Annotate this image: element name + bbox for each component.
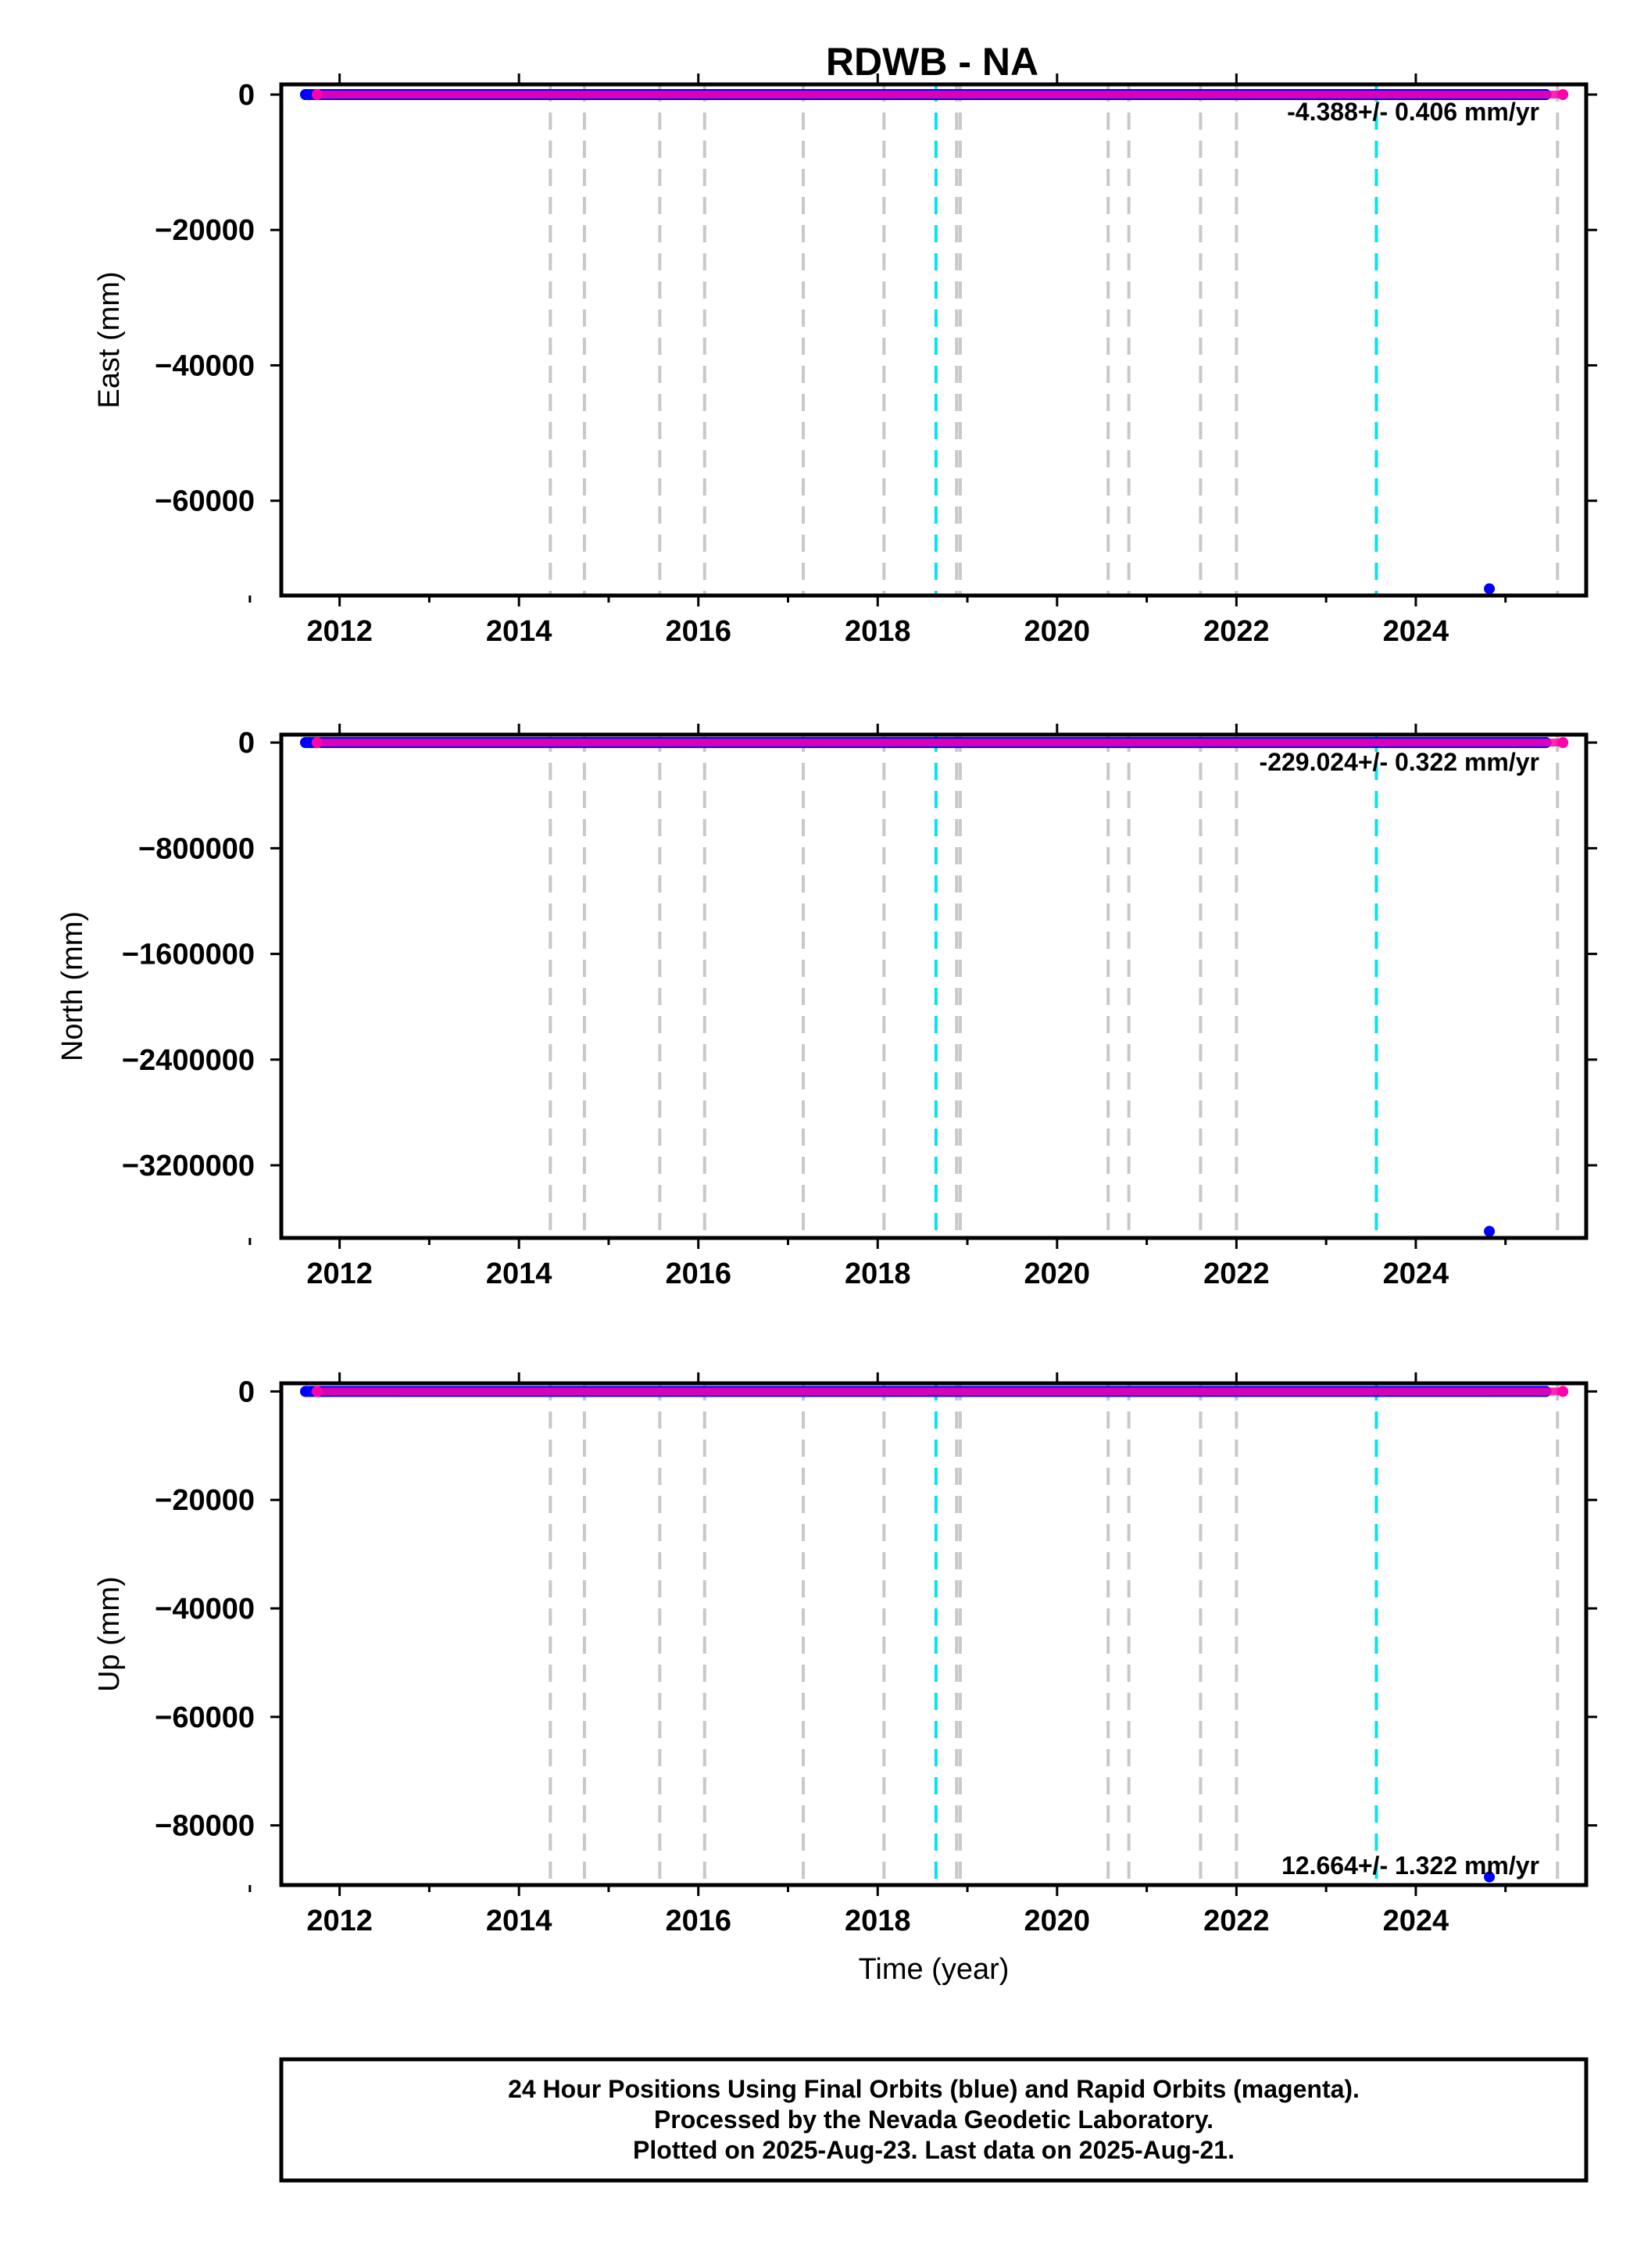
series-start-point (311, 1386, 323, 1397)
x-axis-label: Time (year) (859, 1953, 1010, 1986)
x-tick-label: 2014 (486, 615, 552, 648)
panels-group: 2012 2014 2016 2018 2020 2022 2024 0 −20000 −4000… (56, 73, 1597, 1986)
x-tick-label: 2012 (306, 615, 373, 648)
x-tick-label: 2022 (1203, 1257, 1270, 1290)
x-tick-label: 2016 (665, 615, 731, 648)
plot-frame (279, 1381, 1589, 1887)
x-tick-label: 2024 (1383, 1905, 1449, 1937)
series-start-point (299, 737, 311, 749)
x-tick-label: 2022 (1203, 615, 1270, 648)
y-tick-label: −20000 (155, 214, 255, 247)
footer-line-2: Processed by the Nevada Geodetic Laborat… (654, 2105, 1213, 2134)
x-tick-label: 2024 (1383, 1257, 1449, 1290)
footer-line-3: Plotted on 2025-Aug-23. Last data on 202… (633, 2136, 1235, 2164)
rate-annotation: -229.024+/- 0.322 mm/yr (1260, 748, 1539, 776)
y-tick-label: 0 (238, 1375, 255, 1408)
series-start-point (299, 88, 311, 100)
y-axis-label: North (mm) (56, 911, 89, 1061)
x-tick-label: 2020 (1024, 1257, 1091, 1290)
plot-frame (279, 82, 1589, 598)
y-tick-label: −40000 (155, 1593, 255, 1626)
y-tick-label: 0 (238, 79, 255, 112)
chart-panel-1: 2012 2014 2016 2018 2020 2022 2024 0 −20000 −4000… (93, 73, 1597, 648)
outlier-point (1484, 583, 1496, 595)
rate-annotation: 12.664+/- 1.322 mm/yr (1281, 1851, 1539, 1880)
y-tick-label: 0 (238, 727, 255, 760)
y-tick-label: −60000 (155, 1701, 255, 1734)
y-tick-label: −20000 (155, 1484, 255, 1517)
x-tick-label: 2020 (1024, 615, 1091, 648)
y-tick-label: −80000 (155, 1810, 255, 1843)
x-tick-label: 2014 (486, 1257, 552, 1290)
plot-frame (279, 732, 1589, 1240)
x-tick-label: 2018 (845, 1905, 911, 1937)
series-end-point (1557, 737, 1569, 749)
y-tick-label: −1600000 (122, 939, 255, 971)
y-tick-label: −2400000 (122, 1044, 255, 1077)
footer-border (279, 2057, 1589, 2183)
series-start-point (311, 737, 323, 749)
y-tick-label: −3200000 (122, 1150, 255, 1182)
outlier-point (1484, 1871, 1496, 1883)
rate-annotation: -4.388+/- 0.406 mm/yr (1287, 98, 1539, 126)
x-tick-label: 2012 (306, 1257, 373, 1290)
x-tick-label: 2016 (665, 1905, 731, 1937)
y-tick-label: −800000 (138, 832, 255, 865)
x-tick-label: 2012 (306, 1905, 373, 1937)
y-tick-label: −40000 (155, 349, 255, 382)
x-tick-label: 2018 (845, 1257, 911, 1290)
figure-title: RDWB - NA (826, 40, 1038, 84)
footer-box: 24 Hour Positions Using Final Orbits (bl… (279, 2057, 1589, 2183)
chart-panel-2: 2012 2014 2016 2018 2020 2022 2024 0 −800000 −160… (56, 724, 1597, 1290)
y-axis-label: East (mm) (93, 271, 126, 408)
x-tick-label: 2016 (665, 1257, 731, 1290)
chart-panel-3: 2012 2014 2016 2018 2020 2022 2024 0 −20000 −4000… (93, 1372, 1597, 1986)
series-end-point (1557, 1386, 1569, 1397)
x-tick-label: 2018 (845, 615, 911, 648)
x-tick-label: 2014 (486, 1905, 552, 1937)
outlier-point (1484, 1225, 1496, 1237)
x-tick-label: 2020 (1024, 1905, 1091, 1937)
y-tick-label: −60000 (155, 485, 255, 518)
series-start-point (299, 1386, 311, 1397)
x-tick-label: 2024 (1383, 615, 1449, 648)
x-tick-label: 2022 (1203, 1905, 1270, 1937)
y-axis-label: Up (mm) (93, 1576, 126, 1692)
footer-line-1: 24 Hour Positions Using Final Orbits (bl… (508, 2075, 1360, 2103)
series-start-point (311, 88, 323, 100)
series-end-point (1557, 88, 1569, 100)
